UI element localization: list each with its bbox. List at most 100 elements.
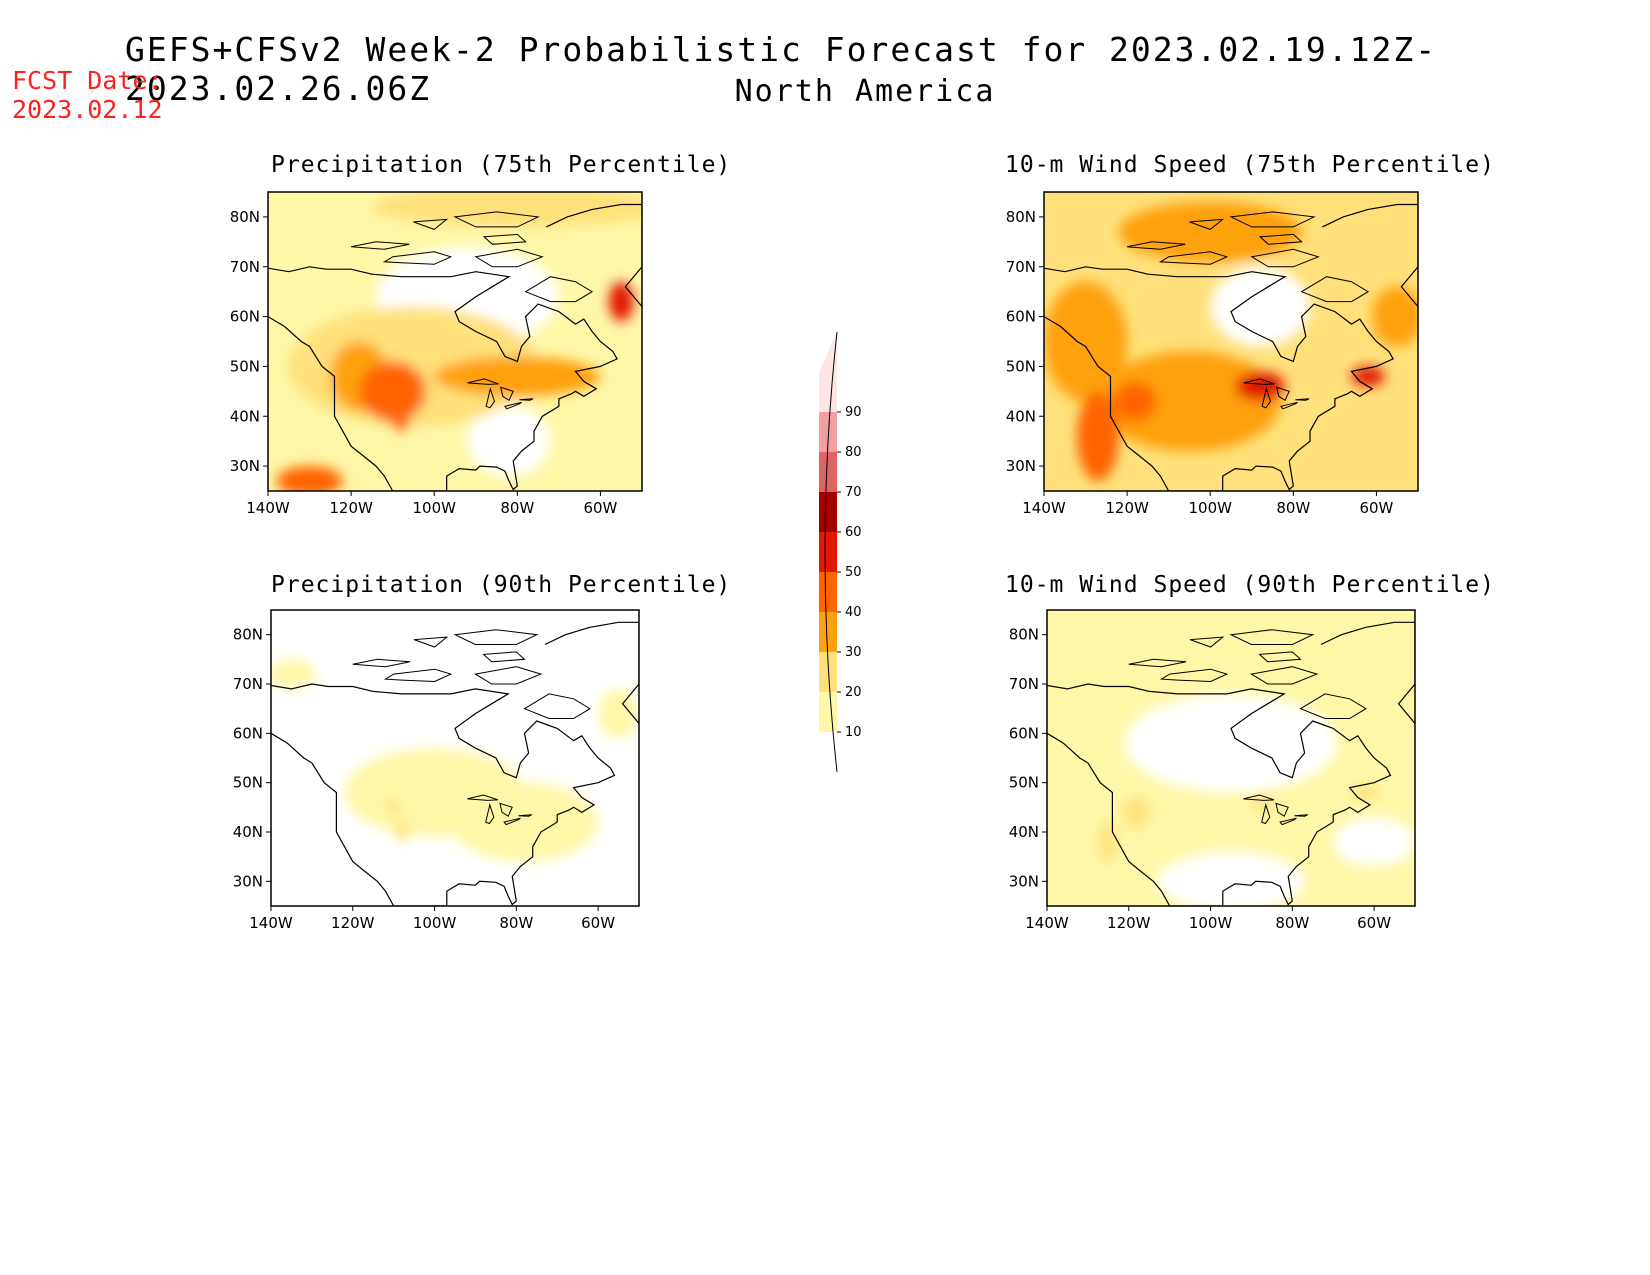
colorbar-segment	[819, 372, 837, 412]
lat-tick-label: 80N	[1006, 208, 1036, 226]
great-lake	[485, 386, 496, 409]
colorbar-label: 60	[845, 525, 862, 540]
coastline	[268, 266, 618, 491]
colorbar-outline	[824, 331, 838, 773]
island-coast	[1189, 218, 1225, 230]
low-probability-area	[1157, 851, 1305, 906]
island-coast	[1258, 233, 1303, 245]
lon-tick-label: 100W	[413, 914, 457, 932]
colorbar-segment	[819, 532, 837, 572]
colorbar-segment	[819, 652, 837, 692]
map-field	[268, 192, 642, 491]
lon-tick-label: 120W	[1107, 914, 1151, 932]
great-lake	[1294, 814, 1309, 817]
panel-title-wind-75: 10-m Wind Speed (75th Percentile)	[1005, 152, 1495, 178]
map-precip-90: 140W 120W 100W 80W 60W 80N 70N 60N 50N 40N 30N	[233, 609, 640, 932]
probability-contour	[608, 281, 634, 322]
lon-tick-label: 60W	[583, 499, 617, 517]
colorbar-segment	[819, 612, 837, 652]
probability-contour	[598, 688, 639, 739]
lon-tick-label: 100W	[412, 499, 456, 517]
probability-contour	[1372, 286, 1418, 347]
island-coast	[1258, 651, 1302, 663]
lat-tick-label: 50N	[1009, 774, 1039, 792]
lon-tick-label: 120W	[329, 499, 373, 517]
probability-contour	[387, 799, 400, 815]
probability-contour	[395, 822, 408, 842]
colorbar-label: 30	[845, 645, 862, 660]
island-coast	[352, 658, 411, 668]
map-frame	[1046, 609, 1416, 907]
colorbar-label: 50	[845, 565, 862, 580]
island-coast	[474, 666, 543, 685]
great-lake	[499, 802, 513, 817]
lon-tick-label: 60W	[1359, 499, 1393, 517]
lat-tick-label: 80N	[230, 208, 260, 226]
island-coast	[1250, 248, 1320, 268]
low-probability-area	[1210, 266, 1310, 347]
island-coast	[382, 251, 453, 265]
probability-contour	[1351, 366, 1385, 387]
probability-contour	[1077, 391, 1119, 482]
lat-tick-label: 40N	[233, 823, 263, 841]
great-lake	[1279, 817, 1297, 826]
lat-tick-label: 40N	[1006, 407, 1036, 425]
lon-tick-label: 60W	[1357, 914, 1391, 932]
lon-tick-label: 140W	[249, 914, 293, 932]
island-coast	[413, 218, 449, 230]
lon-tick-label: 120W	[1105, 499, 1149, 517]
probability-contour	[1235, 371, 1286, 402]
island-coast	[1127, 241, 1186, 250]
island-coast	[351, 241, 410, 250]
lon-tick-label: 140W	[1022, 499, 1066, 517]
great-lake	[1280, 401, 1298, 410]
probability-contour	[1118, 201, 1302, 262]
probability-contour	[1044, 281, 1128, 402]
probability-contour	[1353, 785, 1379, 800]
lon-tick-label: 100W	[1188, 499, 1232, 517]
probability-contour	[392, 411, 410, 432]
island-coast	[453, 629, 539, 645]
lat-tick-label: 70N	[1006, 258, 1036, 276]
island-coast	[1158, 251, 1229, 265]
greenland-coast	[546, 203, 642, 307]
lat-tick-label: 80N	[233, 626, 263, 644]
map-field	[1044, 192, 1418, 491]
forecast-date-label: FCST Date: 2023.02.12	[12, 66, 163, 124]
island-coast	[474, 248, 544, 268]
lat-tick-label: 60N	[233, 724, 263, 742]
colorbar-label: 40	[845, 605, 862, 620]
lat-tick-label: 30N	[1009, 872, 1039, 890]
lat-tick-label: 30N	[1006, 457, 1036, 475]
great-lake	[500, 386, 514, 402]
colorbar-top-cap	[819, 332, 837, 372]
lon-tick-label: 140W	[1025, 914, 1069, 932]
island-coast	[383, 668, 453, 683]
island-coast	[1299, 693, 1367, 719]
colorbar-label: 90	[845, 405, 862, 420]
map-field	[1047, 610, 1415, 906]
island-coast	[1159, 668, 1229, 683]
great-lake	[467, 794, 499, 801]
lat-tick-label: 30N	[230, 457, 260, 475]
greenland-coast	[1320, 621, 1415, 724]
lat-tick-label: 60N	[1009, 724, 1039, 742]
probability-contour	[371, 192, 642, 227]
colorbar-segment	[819, 452, 837, 492]
probability-contour	[1124, 797, 1150, 828]
colorbar-segment	[819, 572, 837, 612]
great-lake	[504, 401, 522, 410]
island-coast	[482, 651, 526, 663]
lat-tick-label: 40N	[230, 407, 260, 425]
lat-tick-label: 60N	[230, 308, 260, 326]
lon-tick-label: 120W	[331, 914, 375, 932]
island-coast	[1250, 666, 1319, 685]
greenland-coast	[544, 621, 639, 724]
probability-contour	[276, 466, 343, 491]
lon-tick-label: 80W	[499, 914, 533, 932]
great-lake	[1295, 398, 1310, 401]
great-lake	[485, 803, 495, 825]
colorbar-label: 80	[845, 445, 862, 460]
low-probability-area	[1124, 693, 1338, 793]
great-lake	[503, 817, 521, 826]
